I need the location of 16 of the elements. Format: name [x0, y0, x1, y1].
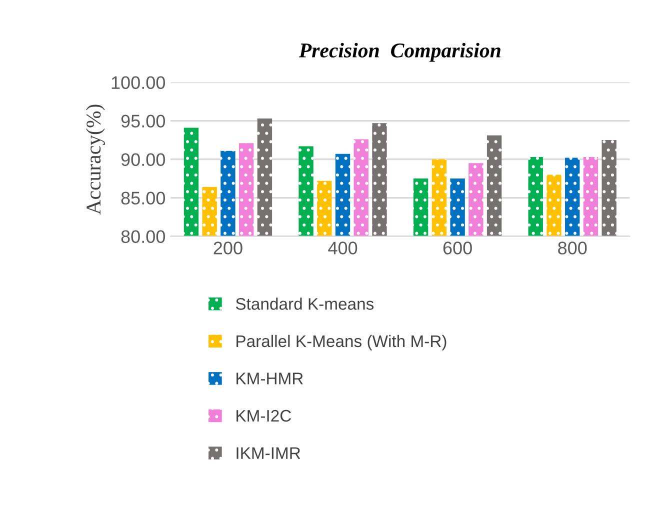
legend-label: Standard K-means [236, 298, 374, 310]
x-tick-label: 400 [328, 242, 358, 254]
y-axis-title: Accuracy(%) [86, 104, 105, 215]
y-tick-label: 90.00 [121, 153, 165, 166]
chart-title: Precision Comparision [298, 42, 500, 62]
y-tick-label: 100.00 [112, 76, 165, 90]
x-tick-label: 800 [558, 242, 587, 254]
y-tick-label: 95.00 [121, 114, 165, 128]
x-tick-label: 600 [443, 242, 472, 254]
y-tick-label: 85.00 [121, 192, 165, 205]
legend-label: KM-HMR [236, 372, 303, 384]
x-tick-label: 200 [214, 242, 242, 254]
legend-label: KM-I2C [236, 410, 292, 422]
legend-label: Parallel K-Means (With M-R) [236, 334, 446, 350]
legend-label: IKM-IMR [236, 447, 300, 459]
y-tick-label: 80.00 [121, 230, 165, 244]
